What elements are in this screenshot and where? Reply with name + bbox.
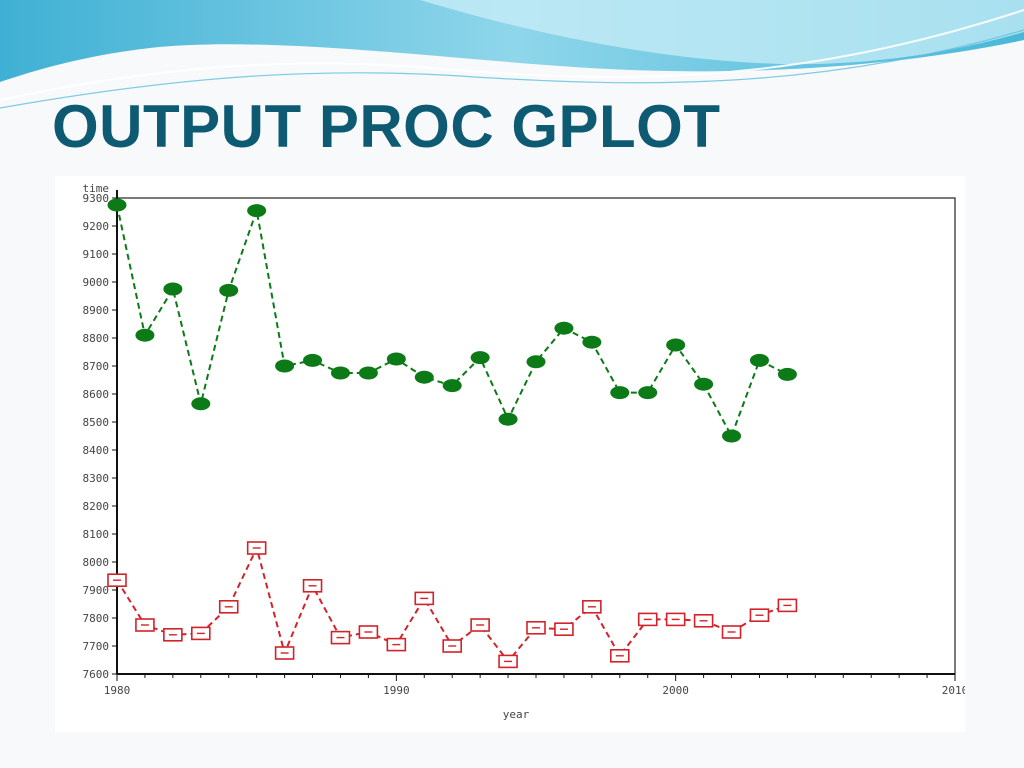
y-tick-label: 9300 xyxy=(83,192,110,205)
data-point xyxy=(526,355,546,369)
y-tick-label: 8700 xyxy=(83,360,110,373)
series-2 xyxy=(107,541,798,669)
line-chart: 7600 7700 7800 7900 8000 8100 8200 8300 8400 8500… xyxy=(83,182,966,721)
y-tick-label: 8000 xyxy=(83,556,110,569)
plot-area: 7600 7700 7800 7900 8000 8100 8200 8300 8400 8500… xyxy=(55,176,965,732)
data-point xyxy=(694,377,714,391)
y-tick-label: 8300 xyxy=(83,472,110,485)
data-point xyxy=(191,397,211,411)
y-tick-label: 8600 xyxy=(83,388,110,401)
data-point xyxy=(498,412,518,426)
y-tick-label: 8900 xyxy=(83,304,110,317)
x-axis-label: year xyxy=(503,708,530,721)
header-wave-line xyxy=(0,9,1024,101)
data-point xyxy=(722,429,742,443)
slide-title: OUTPUT PROC GPLOT xyxy=(52,93,721,160)
x-tick-label: 2010 xyxy=(942,684,965,697)
data-point xyxy=(107,198,127,212)
y-tick-label: 9100 xyxy=(83,248,110,261)
y-tick-label: 7900 xyxy=(83,584,110,597)
y-tick-label: 7800 xyxy=(83,612,110,625)
axes: 7600 7700 7800 7900 8000 8100 8200 8300 8400 8500… xyxy=(83,190,965,697)
x-tick-label: 1980 xyxy=(104,684,131,697)
y-tick-label: 7700 xyxy=(83,640,110,653)
data-point xyxy=(275,359,295,373)
y-tick-label: 7600 xyxy=(83,668,110,681)
y-tick-label: 8100 xyxy=(83,528,110,541)
header-wave-line-2 xyxy=(0,29,1024,109)
data-point xyxy=(358,366,378,380)
data-point xyxy=(386,352,406,366)
y-tick-label: 8500 xyxy=(83,416,110,429)
y-tick-label: 8200 xyxy=(83,500,110,513)
series-layer xyxy=(107,198,798,669)
data-point xyxy=(554,321,574,335)
data-point xyxy=(749,353,769,367)
data-point xyxy=(163,282,183,296)
x-tick-label: 2000 xyxy=(662,684,689,697)
series-line xyxy=(116,204,788,439)
y-axis-label: time xyxy=(83,182,110,195)
data-point xyxy=(442,379,462,393)
plot-frame xyxy=(116,197,956,675)
data-point xyxy=(219,283,239,297)
y-tick-label: 8800 xyxy=(83,332,110,345)
data-point xyxy=(303,353,323,367)
y-tick-label: 9200 xyxy=(83,220,110,233)
data-point xyxy=(470,351,490,365)
series-1 xyxy=(107,198,797,443)
y-tick-label: 8400 xyxy=(83,444,110,457)
y-tick-label: 9000 xyxy=(83,276,110,289)
data-point xyxy=(666,338,686,352)
data-point xyxy=(330,366,350,380)
data-point xyxy=(135,328,155,342)
data-point xyxy=(582,335,602,349)
data-point xyxy=(247,204,267,218)
data-point xyxy=(777,367,797,381)
header-wave-highlight xyxy=(420,0,1024,65)
x-tick-label: 1990 xyxy=(383,684,410,697)
data-point xyxy=(638,386,658,400)
data-point xyxy=(610,386,630,400)
data-point xyxy=(414,370,434,384)
